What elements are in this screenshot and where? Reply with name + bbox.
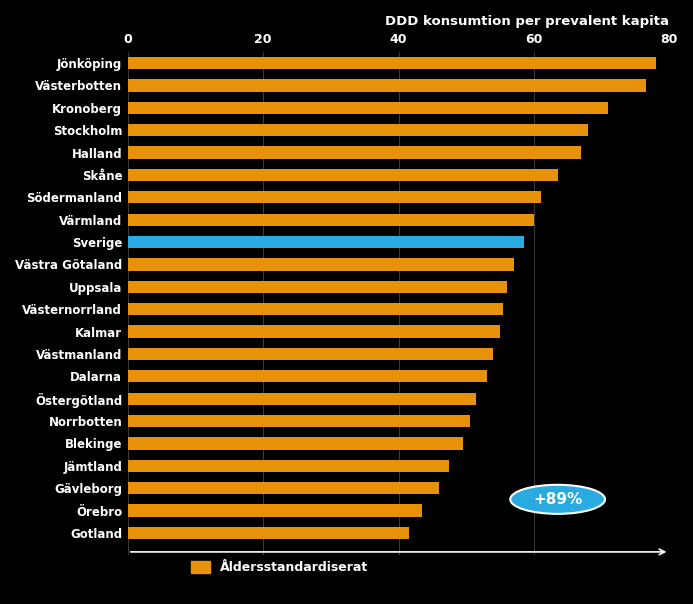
Text: DDD konsumtion per prevalent kapita: DDD konsumtion per prevalent kapita: [385, 15, 669, 28]
Bar: [128, 124, 588, 137]
Bar: [128, 259, 514, 271]
Bar: [128, 415, 470, 427]
Bar: [128, 482, 439, 494]
Bar: [128, 504, 422, 516]
Bar: [128, 146, 581, 159]
Legend: Åldersstandardiserat: Åldersstandardiserat: [186, 556, 373, 579]
Bar: [128, 437, 463, 449]
Bar: [128, 370, 486, 382]
Bar: [128, 214, 534, 226]
Ellipse shape: [510, 485, 605, 514]
Bar: [128, 460, 449, 472]
Bar: [128, 191, 541, 204]
Bar: [128, 57, 656, 69]
Text: +89%: +89%: [533, 492, 582, 507]
Bar: [128, 169, 558, 181]
Bar: [128, 281, 507, 293]
Bar: [128, 79, 646, 92]
Bar: [128, 101, 608, 114]
Bar: [128, 348, 493, 360]
Bar: [128, 527, 409, 539]
Bar: [128, 393, 476, 405]
Bar: [128, 303, 504, 315]
Bar: [128, 326, 500, 338]
Bar: [128, 236, 524, 248]
